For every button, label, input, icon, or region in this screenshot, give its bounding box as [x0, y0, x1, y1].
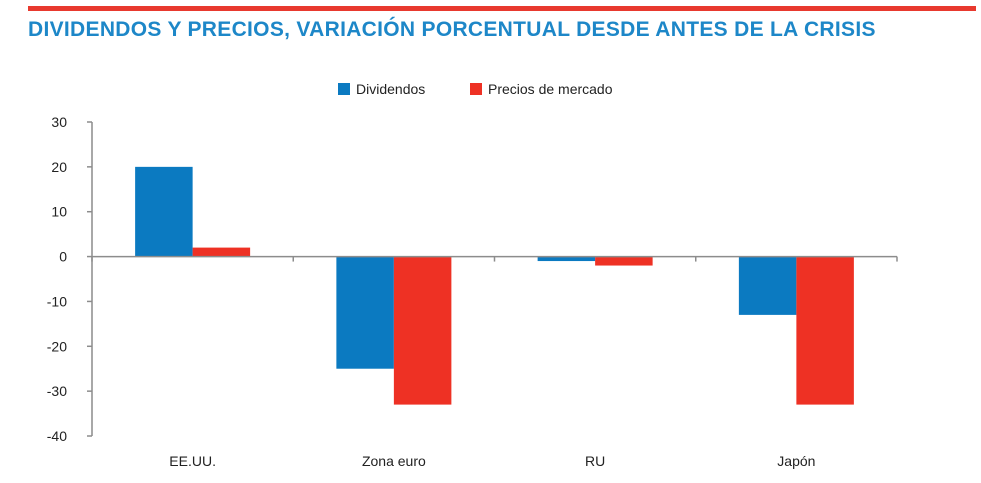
y-tick-label: -10	[47, 293, 67, 309]
page-title: DIVIDENDOS Y PRECIOS, VARIACIÓN PORCENTU…	[28, 18, 876, 41]
x-tick-label: EE.UU.	[169, 453, 216, 469]
x-axis: EE.UU. Zona euro RU Japón	[91, 255, 898, 469]
bar-dividendos-3	[738, 256, 797, 315]
y-tick-label: 20	[51, 159, 67, 175]
bar-precios-1	[393, 256, 452, 405]
bar-dividendos-1	[336, 256, 394, 369]
bar-dividendos-2	[537, 256, 596, 262]
y-tick-label: 10	[51, 204, 67, 220]
x-tick-label: RU	[585, 453, 605, 469]
bars	[135, 166, 854, 405]
y-tick-label: 30	[51, 114, 67, 130]
legend-swatch-1	[470, 83, 482, 95]
y-tick-label: -40	[47, 428, 67, 444]
bar-precios-0	[192, 247, 251, 257]
y-tick-label: -20	[47, 338, 67, 354]
legend-swatch-0	[338, 83, 350, 95]
x-tick-label: Japón	[777, 453, 815, 469]
x-tick-label: Zona euro	[362, 453, 426, 469]
y-tick-label: 0	[59, 249, 67, 265]
legend: Dividendos Precios de mercado	[338, 81, 613, 97]
y-tick-label: -30	[47, 383, 67, 399]
title-rule	[28, 6, 976, 11]
legend-label-0: Dividendos	[356, 81, 425, 97]
legend-label-1: Precios de mercado	[488, 81, 613, 97]
bar-precios-2	[595, 256, 653, 266]
bar-dividendos-0	[135, 166, 193, 257]
bar-precios-3	[796, 256, 854, 405]
y-axis: 30 20 10 0 -10 -20 -30 -40	[47, 114, 93, 444]
